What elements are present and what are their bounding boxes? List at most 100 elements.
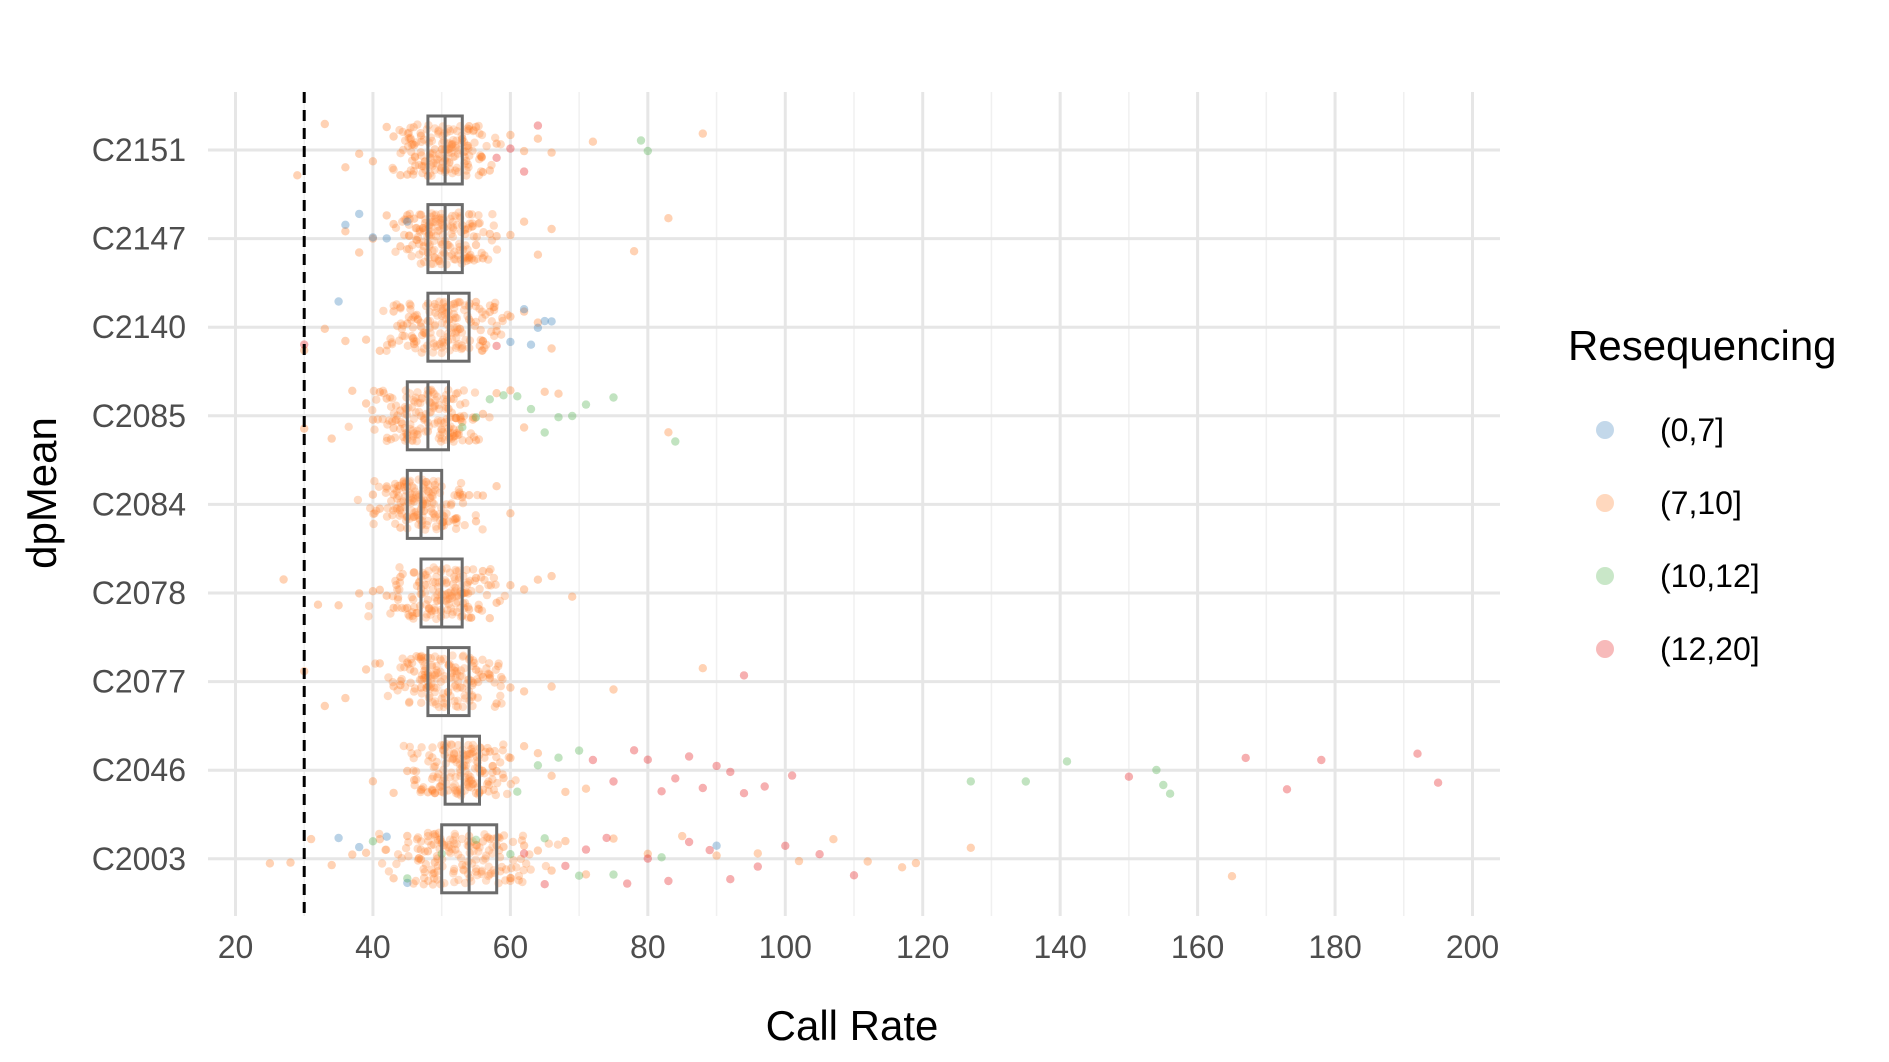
data-point-core xyxy=(490,678,499,687)
data-point-core xyxy=(499,740,508,749)
data-point-core xyxy=(397,603,406,613)
data-point-core xyxy=(465,749,474,759)
data-point-core xyxy=(452,758,461,767)
data-point-core xyxy=(463,245,472,254)
data-point-core xyxy=(413,315,423,324)
data-point xyxy=(609,777,618,786)
data-point xyxy=(444,517,453,526)
data-point-core xyxy=(409,170,418,179)
data-point-core xyxy=(471,779,480,788)
data-point-core xyxy=(467,210,477,219)
data-point-core xyxy=(469,678,478,688)
data-point-core xyxy=(466,772,475,782)
data-point xyxy=(423,788,433,797)
data-point-core xyxy=(409,312,418,322)
data-point-core xyxy=(452,327,461,336)
data-point-core xyxy=(476,325,485,335)
data-point-core xyxy=(445,126,455,136)
data-point-core xyxy=(396,498,405,507)
data-point-core xyxy=(408,241,417,250)
data-point-core xyxy=(436,166,445,175)
data-point-core xyxy=(374,482,384,491)
data-point-core xyxy=(428,743,437,752)
data-point xyxy=(430,480,439,490)
data-point-core xyxy=(417,784,426,794)
data-point-core xyxy=(419,224,428,233)
data-point-core xyxy=(496,140,505,149)
data-point xyxy=(327,860,336,870)
y-tick-label: C2084 xyxy=(92,486,186,522)
data-point xyxy=(485,614,494,623)
data-point-core xyxy=(419,415,429,425)
data-point-core xyxy=(482,340,491,349)
data-point xyxy=(671,774,680,783)
data-point xyxy=(533,250,543,259)
data-point-core xyxy=(388,511,397,520)
data-point-core xyxy=(428,492,437,501)
data-point xyxy=(430,789,439,798)
data-point-core xyxy=(477,248,486,258)
data-point-core xyxy=(429,158,438,168)
data-point xyxy=(547,317,556,326)
legend-swatch xyxy=(1596,567,1614,585)
data-point-core xyxy=(430,236,439,245)
data-point-core xyxy=(412,775,421,784)
data-point xyxy=(403,766,412,776)
data-point-core xyxy=(406,301,415,310)
data-point-core xyxy=(459,866,469,875)
data-point-core xyxy=(364,612,373,621)
data-point-core xyxy=(447,140,457,149)
data-point xyxy=(664,428,673,437)
data-point-core xyxy=(496,682,505,691)
data-point-core xyxy=(431,210,440,219)
data-point-core xyxy=(453,597,462,606)
data-point xyxy=(416,322,426,331)
data-point-core xyxy=(453,430,462,440)
data-point-core xyxy=(471,864,481,873)
data-point-core xyxy=(452,428,462,438)
data-point-core xyxy=(412,235,421,244)
data-point-core xyxy=(419,783,428,792)
data-point-core xyxy=(461,761,471,770)
data-point-core xyxy=(409,568,418,577)
data-point xyxy=(609,870,618,879)
data-point-core xyxy=(392,580,401,590)
data-point xyxy=(1021,777,1030,786)
data-point-core xyxy=(451,586,460,595)
data-point-core xyxy=(488,210,497,219)
data-point xyxy=(485,747,494,756)
data-point-core xyxy=(413,388,422,397)
data-point xyxy=(533,318,543,327)
data-point-core xyxy=(487,160,496,170)
data-point-core xyxy=(454,167,463,177)
data-point-core xyxy=(476,151,485,160)
data-point-core xyxy=(381,845,390,855)
data-point-core xyxy=(450,247,459,256)
data-point-core xyxy=(468,744,477,753)
data-point-core xyxy=(417,675,426,684)
data-point-core xyxy=(430,124,440,133)
data-point xyxy=(506,509,515,518)
data-point-core xyxy=(417,743,426,752)
data-point-core xyxy=(420,847,429,856)
data-point xyxy=(1433,778,1443,787)
data-point-core xyxy=(437,424,446,434)
data-point-core xyxy=(437,304,446,314)
data-point-core xyxy=(441,610,451,619)
data-point-core xyxy=(419,328,428,337)
data-point-core xyxy=(437,741,446,750)
data-point-core xyxy=(478,314,487,323)
data-point-core xyxy=(391,504,400,513)
data-point-core xyxy=(399,145,408,155)
data-point-core xyxy=(453,149,463,158)
data-point xyxy=(368,777,378,786)
data-point-core xyxy=(404,231,414,240)
y-tick-label: C2046 xyxy=(92,752,186,788)
data-point-core xyxy=(412,511,421,520)
data-point-core xyxy=(498,770,507,779)
data-point-core xyxy=(417,837,426,846)
data-point-core xyxy=(495,596,505,606)
data-point-core xyxy=(409,754,418,763)
data-point-core xyxy=(429,476,438,486)
data-point-core xyxy=(391,519,400,528)
